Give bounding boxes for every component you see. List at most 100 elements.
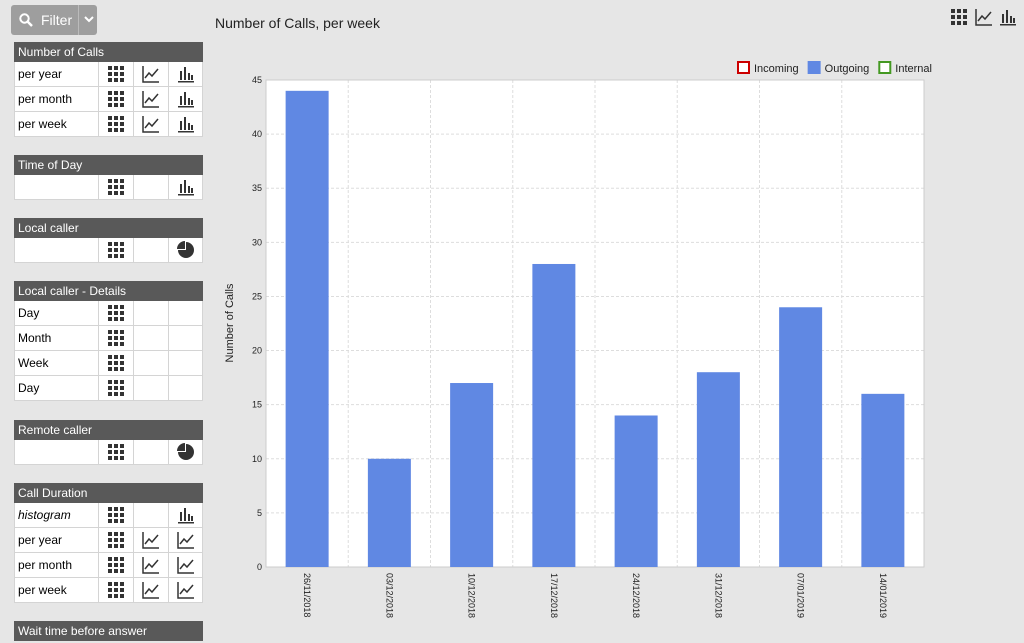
table-icon[interactable] [107, 304, 125, 322]
table-icon[interactable] [107, 329, 125, 347]
row: per week [14, 112, 203, 137]
search-icon [19, 13, 33, 27]
line-icon[interactable] [177, 556, 195, 574]
x-tick-label: 14/01/2019 [878, 573, 888, 618]
bar-icon[interactable] [177, 178, 195, 196]
section-title: Call Duration [14, 483, 203, 503]
y-tick-label: 15 [252, 400, 262, 410]
x-tick-label: 26/11/2018 [302, 573, 312, 617]
table-icon[interactable] [107, 241, 125, 259]
line-icon[interactable] [142, 531, 160, 549]
table-icon[interactable] [107, 379, 125, 397]
dropdown-icon[interactable] [84, 16, 94, 24]
table-icon[interactable] [107, 506, 125, 524]
row-label: per month [14, 553, 98, 577]
bar [861, 393, 905, 567]
bar-icon[interactable] [177, 506, 195, 524]
section: Local caller [14, 218, 203, 263]
row: per year [14, 528, 203, 553]
bar [450, 383, 494, 567]
filter-label: Filter [41, 12, 73, 28]
legend-swatch [878, 61, 892, 74]
row-label: histogram [14, 503, 98, 527]
legend-swatch [737, 61, 750, 74]
y-tick-label: 35 [252, 183, 262, 193]
separator [78, 5, 79, 35]
bar [367, 458, 411, 567]
row-label: per week [14, 578, 98, 602]
section-title: Local caller [14, 218, 203, 238]
row: histogram [14, 503, 203, 528]
section-title: Time of Day [14, 155, 203, 175]
table-icon[interactable] [107, 556, 125, 574]
table-icon[interactable] [107, 90, 125, 108]
bar-icon[interactable] [177, 90, 195, 108]
y-axis-label: Number of Calls [224, 283, 236, 362]
line-icon[interactable] [142, 556, 160, 574]
line-icon[interactable] [142, 115, 160, 133]
x-tick-label: 03/12/2018 [384, 573, 394, 618]
row-label: per month [14, 87, 98, 111]
table-icon[interactable] [107, 178, 125, 196]
x-tick-label: 24/12/2018 [631, 573, 641, 618]
table-icon[interactable] [107, 443, 125, 461]
y-tick-label: 5 [257, 508, 262, 518]
line-icon[interactable] [142, 581, 160, 599]
bar [285, 90, 329, 568]
table-icon[interactable] [107, 115, 125, 133]
row: Day [14, 376, 203, 401]
row: per week [14, 578, 203, 603]
section-title: Wait time before answer [14, 621, 203, 641]
legend-swatch [807, 61, 821, 74]
section-title: Remote caller [14, 420, 203, 440]
row-label [14, 238, 98, 262]
plot-border [265, 79, 925, 568]
row-label [14, 440, 98, 464]
x-tick-label: 17/12/2018 [549, 573, 559, 618]
pie-icon[interactable] [177, 241, 195, 259]
chart-title: Number of Calls, per week [215, 15, 381, 31]
row: per year [14, 62, 203, 87]
row-label: per week [14, 112, 98, 136]
x-tick-label: 10/12/2018 [467, 573, 477, 618]
table-icon[interactable] [107, 531, 125, 549]
line-view-icon[interactable] [976, 9, 992, 25]
line-icon[interactable] [142, 90, 160, 108]
bar [696, 372, 740, 567]
row [14, 238, 203, 263]
section: Remote caller [14, 420, 203, 465]
y-tick-label: 25 [252, 291, 262, 301]
filter-button[interactable]: Filter [11, 5, 97, 35]
table-icon[interactable] [107, 581, 125, 599]
row [14, 440, 203, 465]
section-title: Local caller - Details [14, 281, 203, 301]
row-label: Month [14, 326, 98, 350]
section: Wait time before answer [14, 621, 203, 641]
table-view-icon[interactable] [951, 9, 967, 25]
bar-icon[interactable] [177, 115, 195, 133]
x-tick-label: 07/01/2019 [796, 573, 806, 618]
bar-icon[interactable] [177, 65, 195, 83]
row-label: Day [14, 301, 98, 325]
section: Local caller - Details Day Month Week Da… [14, 281, 203, 401]
row-label: Week [14, 351, 98, 375]
bar-view-icon[interactable] [1000, 10, 1016, 26]
bar [532, 263, 576, 567]
line-icon[interactable] [177, 581, 195, 599]
pie-icon[interactable] [177, 443, 195, 461]
y-tick-label: 0 [257, 562, 262, 572]
bar [614, 415, 658, 567]
y-tick-label: 20 [252, 346, 262, 356]
line-icon[interactable] [142, 65, 160, 83]
row-label [14, 175, 98, 199]
y-tick-label: 40 [252, 129, 262, 139]
row: per month [14, 87, 203, 112]
line-icon[interactable] [177, 531, 195, 549]
table-icon[interactable] [107, 65, 125, 83]
legend-label: Outgoing [825, 63, 870, 75]
row-label: per year [14, 62, 98, 86]
y-tick-label: 45 [252, 75, 262, 85]
plot-area [266, 80, 924, 567]
table-icon[interactable] [107, 354, 125, 372]
